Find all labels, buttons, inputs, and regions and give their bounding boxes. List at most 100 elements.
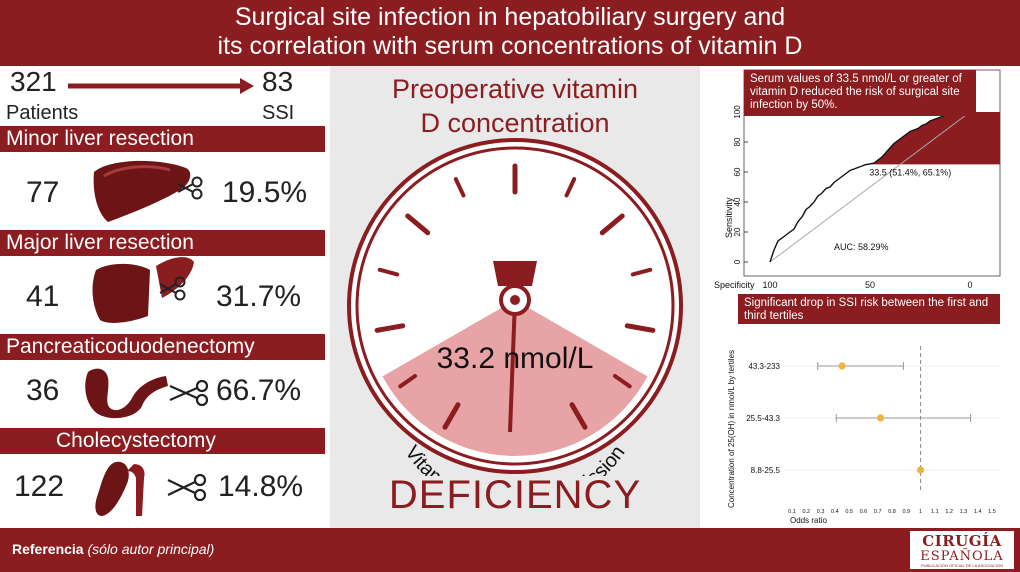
forest-x-tick-label: 0.7: [874, 509, 882, 515]
roc-auc-annotation: AUC: 58.29%: [834, 242, 889, 252]
procedure-patients: 122: [14, 470, 65, 503]
roc-x-tick-label: 50: [865, 280, 875, 290]
procedure-ssi-rate: 31.7%: [216, 280, 302, 313]
gauge-tick: [612, 373, 632, 389]
forest-x-tick-label: 0.1: [788, 509, 796, 515]
roc-shaded-region: [867, 112, 1000, 165]
roc-y-tick-label: 20: [733, 227, 742, 236]
roc-y-tick-label: 40: [733, 197, 742, 206]
forest-x-tick-label: 1.4: [974, 509, 982, 515]
forest-x-tick-label: 0.8: [888, 509, 896, 515]
gauge-panel: Preoperative vitamin D concentration 33.…: [330, 66, 700, 528]
ssi-count: 83: [262, 66, 294, 97]
gauge-hub-center: [510, 295, 520, 305]
title-line-1: Surgical site infection in hepatobiliary…: [234, 3, 786, 31]
scissors-icon: [177, 176, 203, 200]
gauge-tick: [453, 177, 466, 198]
gauge-tick: [374, 323, 406, 333]
roc-y-tick-label: 100: [733, 105, 742, 119]
roc-cutoff-annotation: 33.5 (51.4%, 65.1%): [869, 167, 951, 177]
forest-x-tick-label: 0.6: [860, 509, 868, 515]
reference-note: (sólo autor principal): [87, 541, 215, 557]
roc-y-ticks: 0 20 40 60 80 100: [733, 105, 748, 264]
footer-banner: Referencia (sólo autor principal) CIRUGÍ…: [0, 528, 1020, 572]
forest-marks: 43.3-233 25.5-43.3 8.8-25.5: [746, 362, 972, 475]
forest-x-tick-label: 1.2: [945, 509, 953, 515]
forest-x-tick-label: 1: [919, 509, 922, 515]
gauge-tick: [564, 177, 577, 198]
reference-label: Referencia: [12, 541, 84, 557]
roc-y-tick-label: 60: [733, 167, 742, 176]
ssi-label: SSI: [262, 102, 295, 124]
roc-diagonal: [769, 111, 971, 263]
header-banner: Surgical site infection in hepatobiliary…: [0, 0, 1020, 66]
gauge-title: Preoperative vitamin D concentration: [330, 72, 700, 140]
forest-x-tick-label: 1.1: [931, 509, 939, 515]
roc-y-tick-label: 80: [733, 137, 742, 146]
roc-x-label: Specificity: [714, 280, 755, 290]
gauge-title-line-2: D concentration: [420, 108, 610, 138]
forest-point: [838, 362, 846, 370]
procedure-ssi-rate: 14.8%: [218, 470, 304, 503]
roc-y-label: Sensitivity: [724, 197, 734, 238]
forest-x-label: Odds ratio: [790, 516, 827, 525]
pancreas-icon: [85, 368, 168, 419]
gauge-dial: 33.2 nmol/L Vitamin D levels at admissio…: [347, 138, 683, 476]
gauge-tick: [624, 323, 656, 333]
liver-icon: [93, 160, 191, 222]
gauge-needle: [508, 299, 517, 433]
procedure-name: Cholecystectomy: [56, 428, 222, 454]
liver-icon: [92, 257, 194, 323]
gauge-value-text: 33.2 nmol/L: [437, 342, 594, 375]
procedure-patients: 41: [26, 280, 60, 313]
gauge-knob-top: [493, 261, 537, 286]
forest-x-tick-label: 0.3: [817, 509, 825, 515]
procedure-name: Major liver resection: [6, 230, 200, 256]
procedures-panel: 321 Patients 83 SSI Minor liver resectio…: [0, 66, 330, 528]
scissors-icon: [169, 379, 209, 407]
gauge-tick: [377, 267, 400, 277]
forest-point: [916, 466, 925, 474]
gallbladder-icon: [95, 461, 145, 516]
roc-curve: [769, 111, 970, 263]
forest-y-label: Concentration of 25(OH) in nmol/L by ter…: [727, 350, 736, 508]
title-line-2: its correlation with serum concentration…: [217, 32, 803, 60]
gauge-tick: [599, 213, 625, 236]
forest-x-tick-label: 1.5: [988, 509, 996, 515]
logo-line-2: ESPAÑOLA: [920, 549, 1004, 564]
gauge-title-line-1: Preoperative vitamin: [391, 74, 639, 104]
gauge-tick: [405, 213, 431, 236]
scissors-icon: [167, 473, 207, 502]
forest-x-ticks: 0.1 0.2 0.3 0.4 0.5 0.6 0.7 0.8 0.9 1 1.1 1.2 1.3 1.4…: [788, 509, 996, 515]
forest-category-label: 25.5-43.3: [746, 414, 780, 423]
logo-line-1: CIRUGÍA: [922, 532, 1002, 550]
gauge-tick: [442, 402, 461, 430]
logo-line-3: PUBLICACIÓN OFICIAL DE LA ASOCIACIÓN ESP…: [920, 563, 1004, 572]
procedure-name: Minor liver resection: [6, 126, 200, 152]
gauge-ticks: [374, 163, 656, 430]
gauge-tick: [398, 373, 418, 389]
forest-x-tick-label: 0.2: [802, 509, 810, 515]
forest-x-tick-label: 0.4: [831, 509, 839, 515]
deficiency-label: DEFICIENCY: [388, 473, 642, 517]
procedure-patients: 77: [26, 176, 60, 209]
forest-x-tick-label: 1.3: [960, 509, 968, 515]
procedure-ssi-rate: 66.7%: [216, 374, 302, 407]
procedure-patients: 36: [26, 374, 60, 407]
journal-logo[interactable]: CIRUGÍA ESPAÑOLA PUBLICACIÓN OFICIAL DE …: [910, 531, 1014, 572]
reference-line: Referencia (sólo autor principal): [12, 541, 214, 557]
roc-x-ticks: 100 50 0: [762, 280, 972, 290]
forest-title: Significant drop in SSI risk between the…: [738, 294, 1000, 324]
forest-x-tick-label: 0.9: [902, 509, 910, 515]
patients-label: Patients: [6, 102, 79, 124]
procedure-ssi-rate: 19.5%: [222, 176, 308, 209]
charts-panel: 0 20 40 60 80 100 100 50 0 Specificity Sensitiv…: [700, 66, 1020, 528]
forest-point: [876, 414, 885, 422]
patients-count: 321: [10, 66, 57, 97]
forest-x-tick-label: 0.5: [845, 509, 853, 515]
scissors-icon: [159, 276, 186, 301]
procedure-name: Pancreaticoduodenectomy: [6, 334, 261, 360]
gauge-tick: [569, 402, 588, 430]
forest-category-label: 43.3-233: [748, 362, 780, 371]
